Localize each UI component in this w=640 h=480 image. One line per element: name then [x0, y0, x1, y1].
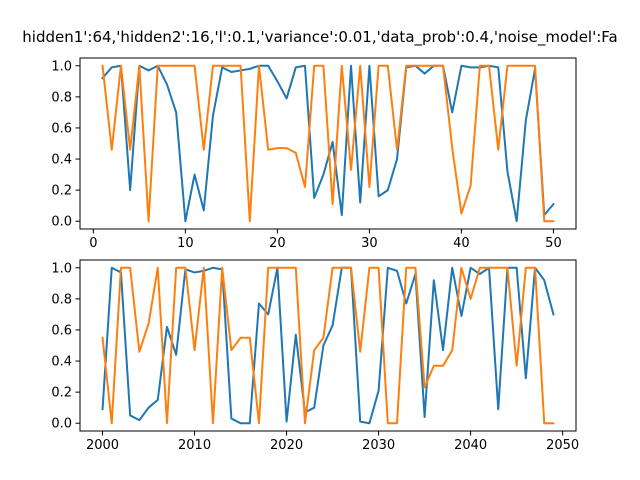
bottom-x-tick-label: 2000	[86, 438, 119, 453]
bottom-y-tick-label: 0.6	[51, 323, 72, 338]
top-x-tick-label: 10	[177, 236, 194, 251]
bottom-x-tick-label: 2030	[362, 438, 395, 453]
bottom-x-tick-label: 2050	[546, 438, 579, 453]
top-x-tick-label: 50	[545, 236, 562, 251]
bottom-y-tick-label: 0.0	[51, 417, 72, 432]
top-y-tick-label: 0.4	[51, 153, 72, 168]
top-y-tick-label: 0.6	[51, 121, 72, 136]
top-y-tick-label: 0.0	[51, 215, 72, 230]
top-x-tick-label: 30	[361, 236, 378, 251]
bottom-x-tick-label: 2010	[178, 438, 211, 453]
top-y-tick-label: 0.2	[51, 184, 72, 199]
bottom-x-tick-label: 2020	[270, 438, 303, 453]
bottom-chart-axes: 2000 2010 2020 2030 2040 2050 0.0 0.2 0.4 0.6 0.8 1…	[51, 259, 579, 453]
top-series-2-line	[101, 64, 555, 223]
top-axes-frame	[79, 57, 577, 230]
bottom-y-tick-label: 0.4	[51, 355, 72, 370]
top-series-1-line	[101, 64, 555, 223]
bottom-axes-frame	[79, 259, 577, 432]
top-x-tick-label: 20	[269, 236, 286, 251]
bottom-series-2-line	[101, 266, 555, 425]
bottom-y-tick-label: 1.0	[51, 261, 72, 276]
bottom-x-tick-label: 2040	[454, 438, 487, 453]
top-y-tick-label: 1.0	[51, 59, 72, 74]
top-x-tick-label: 40	[453, 236, 470, 251]
bottom-y-tick-label: 0.8	[51, 292, 72, 307]
top-y-tick-label: 0.8	[51, 90, 72, 105]
figure-title: hidden1':64,'hidden2':16,'l':0.1,'varian…	[22, 28, 617, 47]
bottom-y-tick-label: 0.2	[51, 386, 72, 401]
top-chart-axes: 0 10 20 30 40 50 0.0 0.2 0.4 0.6 0.8 1.0	[51, 57, 577, 251]
top-x-tick-label: 0	[89, 236, 97, 251]
